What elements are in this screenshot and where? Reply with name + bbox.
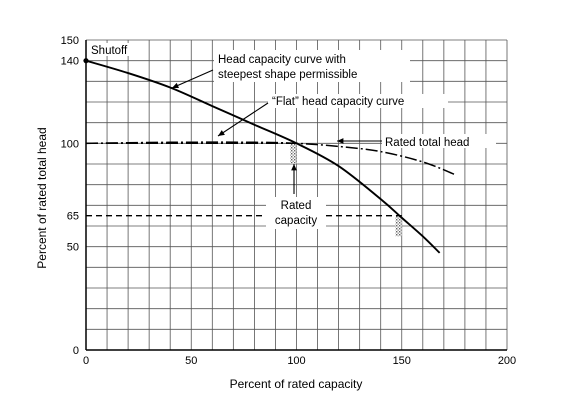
rated-total-head-label-bg	[382, 134, 496, 148]
x-tick-label: 0	[83, 355, 89, 367]
y-tick-label: 65	[67, 211, 79, 223]
x-tick-label: 100	[287, 355, 305, 367]
rated-point-hatch	[290, 143, 297, 164]
x-axis-title: Percent of rated capacity	[230, 377, 363, 391]
rated-capacity-label-line1: Rated	[281, 200, 312, 212]
annotation-arrows	[171, 69, 382, 194]
y-tick-label: 140	[61, 56, 79, 68]
x-tick-label: 50	[185, 355, 197, 367]
steep-curve-arrow	[171, 69, 214, 89]
y-tick-label: 0	[73, 345, 79, 357]
grid	[85, 39, 508, 351]
rated-capacity-label-bg	[266, 197, 326, 229]
rated-capacity-label-line2: capacity	[275, 215, 317, 227]
shutoff-label: Shutoff	[91, 45, 128, 57]
y-tick-label: 50	[67, 242, 79, 254]
series-flat-curve	[85, 141, 455, 176]
y-axis-title: Percent of rated total head	[35, 127, 49, 268]
steep-curve-label-bg	[214, 50, 410, 82]
hatch-marks	[290, 143, 402, 237]
tick-labels: 0 50 100 150 200 0 50 65 100 140 150	[61, 35, 517, 367]
rated-head-arrow-head	[337, 138, 344, 144]
curves	[83, 58, 455, 254]
y-tick-label: 150	[61, 35, 79, 47]
steep-curve-label-line2: steepest shape permissible	[218, 69, 357, 81]
series-steep-curve	[85, 59, 441, 254]
y-tick-label: 100	[61, 138, 79, 150]
steep-curve-arrow-head	[172, 82, 179, 89]
axes	[85, 40, 507, 351]
steep-curve-label-line1: Head capacity curve with	[218, 54, 346, 66]
flat-curve-arrow-head	[218, 130, 225, 136]
rated-capacity-arrow-head	[291, 164, 297, 171]
flat-curve-arrow	[217, 102, 269, 137]
alt-point-hatch	[395, 215, 402, 237]
rated-total-head-label: Rated total head	[385, 137, 469, 149]
shutoff-label-bg	[88, 43, 146, 56]
flat-curve-label: “Flat” head capacity curve	[272, 96, 404, 108]
x-tick-label: 150	[393, 355, 411, 367]
flat-curve-label-bg	[268, 94, 448, 108]
x-tick-label: 200	[498, 355, 516, 367]
